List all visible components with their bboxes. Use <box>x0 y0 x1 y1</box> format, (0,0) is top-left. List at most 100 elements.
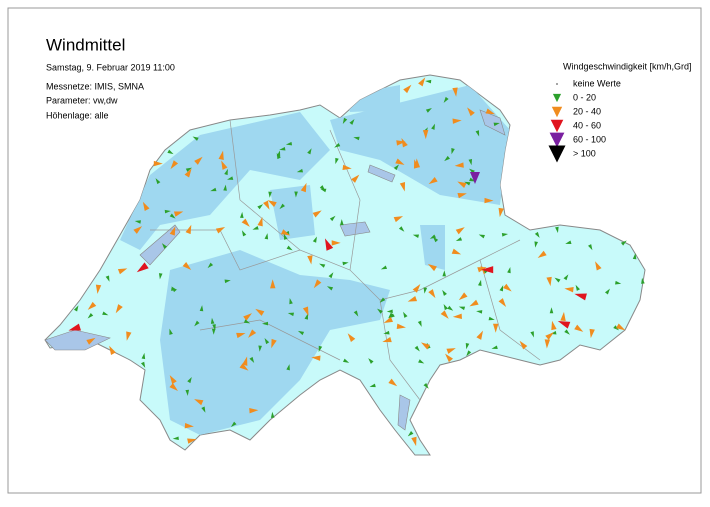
legend-symbol <box>556 83 558 85</box>
wind-arrow <box>241 230 247 237</box>
wind-arrow <box>249 356 255 363</box>
wind-arrow <box>425 108 432 113</box>
info-line: Messnetze: IMIS, SMNA <box>46 81 144 91</box>
wind-arrow <box>484 197 494 204</box>
wind-arrow <box>227 176 234 180</box>
wind-arrow <box>414 158 421 168</box>
wind-arrow <box>427 264 437 272</box>
wind-arrow <box>546 276 552 287</box>
wind-arrow <box>388 378 398 387</box>
wind-arrow <box>412 284 421 293</box>
wind-arrow <box>466 350 472 357</box>
wind-arrow <box>270 411 275 418</box>
wind-arrow <box>286 245 293 251</box>
wind-arrow <box>264 338 270 345</box>
wind-arrow <box>302 306 309 316</box>
wind-arrow <box>467 107 475 117</box>
wind-arrow <box>304 313 309 320</box>
wind-arrow <box>457 181 467 188</box>
wind-arrow <box>255 308 265 316</box>
wind-arrow <box>192 136 199 141</box>
wind-arrow <box>519 340 528 350</box>
wind-arrow <box>285 141 293 146</box>
wind-arrow <box>242 356 248 366</box>
wind-arrow <box>207 262 214 269</box>
wind-arrow <box>170 160 179 170</box>
wind-arrow <box>236 332 246 339</box>
wind-arrow <box>329 215 336 222</box>
wind-arrow <box>286 364 290 371</box>
wind-arrow <box>258 345 262 352</box>
wind-arrow <box>563 274 569 281</box>
wind-arrow <box>564 286 574 293</box>
legend-label: 20 - 40 <box>573 106 601 116</box>
wind-arrow <box>537 250 547 259</box>
wind-arrow <box>297 330 305 336</box>
wind-arrow <box>423 382 429 389</box>
wind-arrow <box>257 204 264 210</box>
wind-arrow <box>86 337 96 345</box>
wind-arrow <box>87 313 94 319</box>
wind-arrow <box>417 320 422 327</box>
border <box>329 129 361 271</box>
wind-arrow <box>349 119 355 125</box>
wind-arrow <box>187 438 197 444</box>
wind-arrow <box>428 289 436 299</box>
wind-arrow <box>257 217 263 227</box>
wind-arrow <box>503 283 512 292</box>
wind-arrow <box>221 160 228 170</box>
wind-arrow <box>491 345 498 350</box>
border <box>229 119 301 251</box>
legend-label: 0 - 20 <box>573 92 596 102</box>
wind-arrow <box>268 191 272 198</box>
wind-arrow <box>312 210 322 218</box>
wind-arrow <box>142 201 150 211</box>
wind-arrow <box>447 305 454 311</box>
wind-arrow <box>171 286 177 293</box>
wind-arrow <box>252 226 259 230</box>
wind-arrow <box>407 296 418 302</box>
wind-arrow <box>418 77 426 87</box>
wind-arrow <box>403 311 408 318</box>
wind-arrow <box>440 310 449 319</box>
legend-label: keine Werte <box>573 78 621 88</box>
wind-arrow <box>393 164 400 171</box>
wind-arrow <box>102 311 109 316</box>
wind-arrow <box>418 359 425 364</box>
wind-arrow <box>343 358 350 363</box>
country <box>44 74 646 456</box>
lake <box>479 109 506 136</box>
wind-arrow <box>454 162 464 168</box>
wind-arrow <box>555 226 559 233</box>
legend-symbol <box>548 145 566 163</box>
wind-arrow <box>218 150 224 160</box>
wind-arrow <box>230 421 237 428</box>
legend: keine Werte 0 - 20 20 - 40 40 - 60 60 - 100 >… <box>548 78 621 163</box>
wind-arrow <box>105 275 110 282</box>
wind-arrow <box>451 248 462 255</box>
wind-arrow <box>476 310 483 314</box>
wind-arrow <box>452 118 462 124</box>
wind-arrow <box>185 224 192 235</box>
wind-arrow <box>470 172 480 184</box>
wind-arrow <box>133 226 143 234</box>
wind-arrow <box>294 191 298 198</box>
legend-symbol <box>551 106 563 118</box>
wind-arrow <box>452 87 458 97</box>
wind-arrow <box>87 301 97 310</box>
wind-arrow <box>173 211 184 217</box>
wind-arrow <box>300 182 307 193</box>
wind-arrow <box>224 168 228 176</box>
wind-arrow <box>320 188 327 193</box>
wind-arrow <box>353 136 360 141</box>
wind-arrow <box>215 226 226 234</box>
wind-arrow <box>420 342 431 350</box>
wind-arrow <box>169 226 176 236</box>
wind-arrow <box>342 261 349 266</box>
zone <box>345 85 400 112</box>
wind-arrow <box>331 240 341 246</box>
lakes <box>44 109 506 431</box>
wind-arrow <box>499 285 504 292</box>
wind-arrow <box>451 148 455 155</box>
